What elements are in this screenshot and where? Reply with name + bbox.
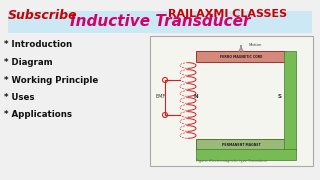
Text: Motion: Motion [249,43,262,47]
Bar [284,51,296,150]
Bar [196,149,296,160]
Text: * Diagram: * Diagram [4,58,52,67]
Text: * Applications: * Applications [4,110,72,119]
Bar [196,51,286,62]
Text: Figure: Electromagnetic type Transducer: Figure: Electromagnetic type Transducer [196,159,268,163]
Text: * Uses: * Uses [4,93,35,102]
Text: PERMANENT MAGNET: PERMANENT MAGNET [222,143,260,147]
Text: FERRO MAGNETIC CORE: FERRO MAGNETIC CORE [220,55,262,58]
Text: S: S [278,94,282,100]
Text: RAJLAXMI CLASSES: RAJLAXMI CLASSES [168,9,287,19]
Text: EMF: EMF [155,94,165,100]
Text: * Introduction: * Introduction [4,40,72,49]
Bar [8,11,312,33]
Text: N: N [194,94,198,100]
Text: * Working Principle: * Working Principle [4,76,98,85]
Text: Subscribe: Subscribe [8,9,78,22]
Bar [150,36,313,166]
Text: Inductive Transducer: Inductive Transducer [70,15,250,30]
Bar [196,139,286,150]
